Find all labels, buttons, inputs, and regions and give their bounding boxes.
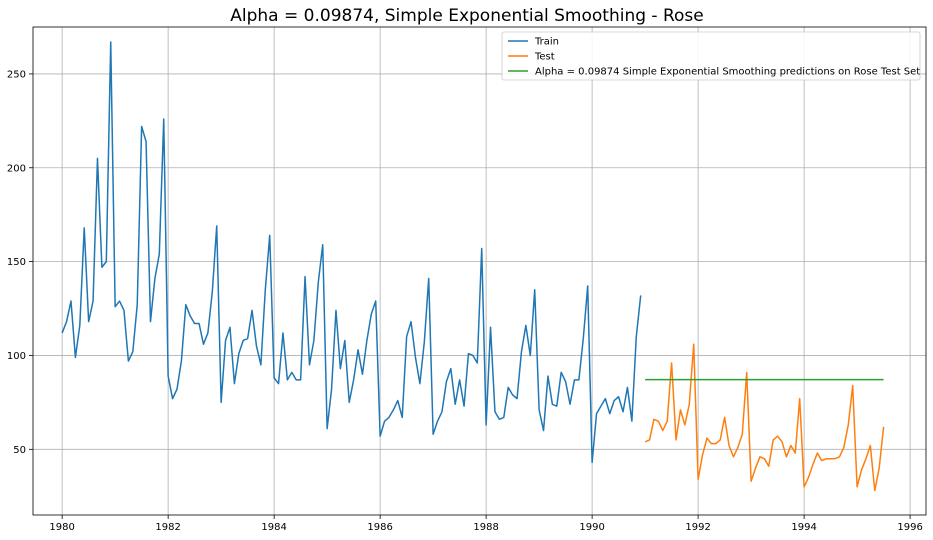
y-tick-label: 200	[7, 163, 26, 174]
train-line	[61, 41, 642, 464]
x-tick-label: 1992	[685, 522, 710, 533]
legend-label: Alpha = 0.09874 Simple Exponential Smoot…	[535, 67, 920, 78]
x-tick-label: 1988	[473, 522, 498, 533]
legend: Train Test Alpha = 0.09874 Simple Exponent…	[501, 31, 921, 81]
x-tick-label: 1984	[261, 522, 286, 533]
x-tick-label: 1990	[579, 522, 604, 533]
y-tick-label: 50	[13, 445, 26, 456]
x-tick-label: 1982	[155, 522, 180, 533]
series-layer	[61, 41, 885, 492]
x-tick-label: 1996	[897, 522, 922, 533]
y-tick-label: 100	[7, 351, 26, 362]
x-tick-label: 1994	[791, 522, 816, 533]
y-tick-label: 150	[7, 257, 26, 268]
chart-title: Alpha = 0.09874, Simple Exponential Smoo…	[230, 6, 703, 26]
x-tick-label: 1980	[49, 522, 74, 533]
test-line	[644, 343, 885, 492]
x-tick-label: 1986	[367, 522, 392, 533]
y-tick-label: 250	[7, 69, 26, 80]
plot-area	[33, 27, 926, 515]
legend-label: Test	[534, 52, 555, 63]
axes: 1980 1982 1984 1986 1988 1990 1992 1994 1996 50 10…	[7, 26, 927, 533]
legend-label: Train	[534, 37, 559, 48]
plot-background	[33, 27, 926, 515]
grid	[33, 27, 926, 515]
axes-frame	[32, 26, 927, 516]
legend-box	[501, 31, 921, 81]
